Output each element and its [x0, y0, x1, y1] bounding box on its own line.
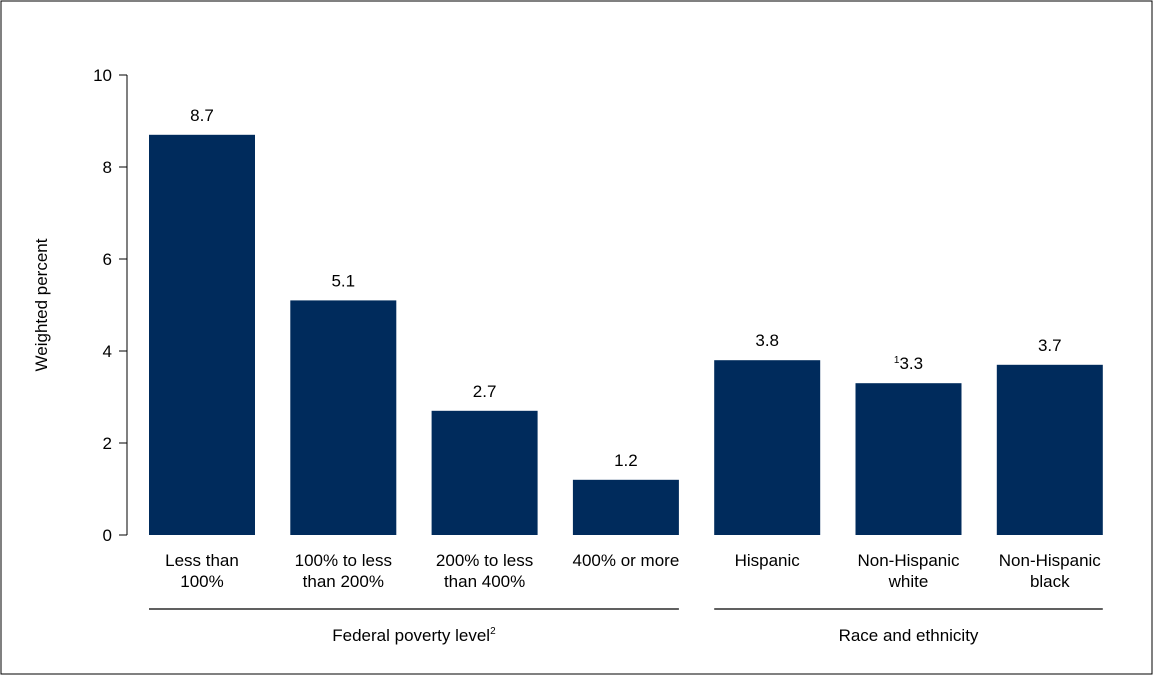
category-label: black	[1030, 572, 1070, 591]
data-label: 5.1	[331, 271, 355, 290]
y-tick-label: 2	[103, 434, 112, 453]
data-label: 2.7	[473, 382, 497, 401]
category-label: Non-Hispanic	[999, 551, 1102, 570]
bar	[290, 300, 397, 535]
y-axis-label: Weighted percent	[32, 238, 51, 371]
category-label: 100% to less	[295, 551, 392, 570]
bar	[149, 134, 255, 536]
data-labels: 8.7 5.1 2.7 1.2 3.8 13.3 3.7	[190, 106, 1061, 470]
category-label: Less than	[165, 551, 239, 570]
category-label: 100%	[180, 572, 223, 591]
group-label-text: Federal poverty level	[332, 626, 490, 645]
category-label: Non-Hispanic	[857, 551, 960, 570]
category-label: white	[888, 572, 929, 591]
data-label-value: 3.3	[899, 354, 923, 373]
category-label: than 400%	[444, 572, 525, 591]
category-groups: Federal poverty level2 Race and ethnicity	[149, 608, 1103, 645]
data-label: 8.7	[190, 106, 214, 125]
y-ticks: 0 2 4 6 8 10	[93, 66, 127, 545]
bars	[149, 134, 1103, 536]
group-label: Federal poverty level2	[332, 626, 496, 645]
category-label: than 200%	[303, 572, 384, 591]
bar	[431, 410, 538, 535]
category-label: 400% or more	[573, 551, 680, 570]
data-label: 3.8	[755, 331, 779, 350]
y-tick-label: 4	[103, 342, 112, 361]
y-tick-label: 10	[93, 66, 112, 85]
bar	[855, 383, 962, 535]
data-label-footnote: 1	[894, 355, 900, 366]
data-label: 3.7	[1038, 336, 1062, 355]
y-tick-label: 8	[103, 158, 112, 177]
data-label: 1.2	[614, 451, 638, 470]
category-label: Hispanic	[735, 551, 801, 570]
category-labels: Less than 100% 100% to less than 200% 200% t…	[165, 551, 1101, 591]
bar	[572, 479, 679, 535]
group-label-footnote: 2	[490, 626, 496, 637]
y-tick-label: 0	[103, 526, 112, 545]
group-label-text: Race and ethnicity	[839, 626, 979, 645]
y-tick-label: 6	[103, 250, 112, 269]
bar	[996, 364, 1103, 535]
group-label: Race and ethnicity	[839, 626, 979, 645]
bar	[714, 360, 821, 535]
data-label: 13.3	[894, 354, 923, 373]
category-label: 200% to less	[436, 551, 533, 570]
